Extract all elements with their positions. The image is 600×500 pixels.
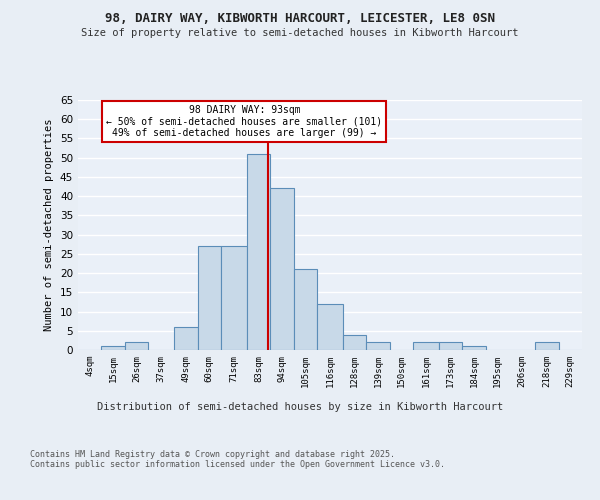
- Bar: [439, 342, 463, 350]
- Bar: [343, 334, 367, 350]
- Text: Distribution of semi-detached houses by size in Kibworth Harcourt: Distribution of semi-detached houses by …: [97, 402, 503, 412]
- Text: Contains HM Land Registry data © Crown copyright and database right 2025.
Contai: Contains HM Land Registry data © Crown c…: [30, 450, 445, 469]
- Bar: [317, 304, 343, 350]
- Bar: [413, 342, 439, 350]
- Bar: [174, 327, 197, 350]
- Bar: [293, 269, 317, 350]
- Bar: [367, 342, 390, 350]
- Bar: [247, 154, 270, 350]
- Y-axis label: Number of semi-detached properties: Number of semi-detached properties: [44, 118, 55, 331]
- Bar: [101, 346, 125, 350]
- Bar: [535, 342, 559, 350]
- Text: Size of property relative to semi-detached houses in Kibworth Harcourt: Size of property relative to semi-detach…: [81, 28, 519, 38]
- Bar: [125, 342, 148, 350]
- Text: 98, DAIRY WAY, KIBWORTH HARCOURT, LEICESTER, LE8 0SN: 98, DAIRY WAY, KIBWORTH HARCOURT, LEICES…: [105, 12, 495, 26]
- Bar: [463, 346, 486, 350]
- Bar: [270, 188, 293, 350]
- Bar: [221, 246, 247, 350]
- Bar: [197, 246, 221, 350]
- Text: 98 DAIRY WAY: 93sqm
← 50% of semi-detached houses are smaller (101)
49% of semi-: 98 DAIRY WAY: 93sqm ← 50% of semi-detach…: [106, 105, 382, 138]
